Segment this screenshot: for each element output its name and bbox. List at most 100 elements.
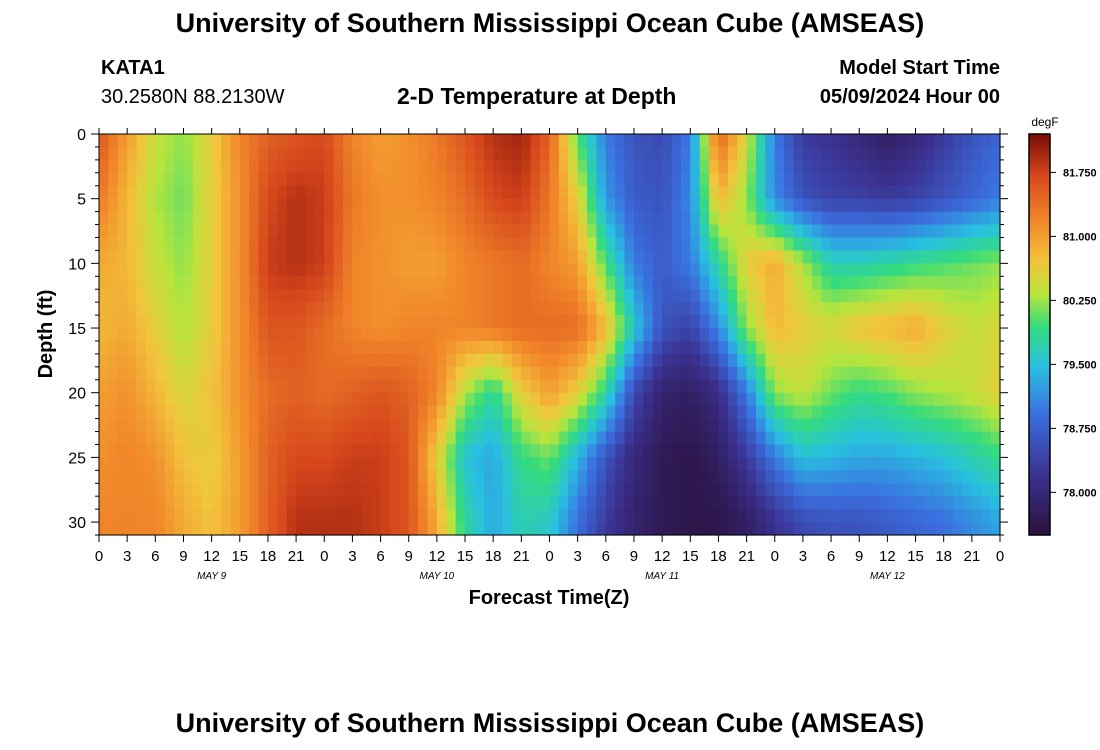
heatmap-cell: [174, 289, 185, 303]
heatmap-cell: [896, 211, 907, 226]
heatmap-cell: [962, 392, 973, 407]
heatmap-cell: [267, 172, 278, 187]
heatmap-cell: [296, 353, 307, 368]
heatmap-cell: [953, 418, 964, 433]
heatmap-cell: [887, 431, 898, 446]
heatmap-cell: [643, 379, 654, 394]
heatmap-cell: [699, 522, 710, 536]
heatmap-cell: [530, 237, 541, 252]
heatmap-cell: [511, 134, 522, 148]
heatmap-cell: [680, 418, 691, 433]
heatmap-cell: [296, 328, 307, 342]
heatmap-cell: [568, 159, 579, 174]
heatmap-cell: [455, 379, 466, 394]
heatmap-cell: [577, 379, 588, 394]
heatmap-cell: [183, 211, 194, 226]
heatmap-cell: [943, 392, 954, 407]
heatmap-cell: [258, 328, 269, 342]
heatmap-cell: [802, 392, 813, 407]
heatmap-cell: [990, 353, 1001, 368]
heatmap-cell: [981, 353, 992, 368]
heatmap-cell: [831, 340, 842, 355]
heatmap-cell: [164, 198, 175, 213]
heatmap-cell: [934, 250, 945, 264]
heatmap-cell: [483, 405, 494, 420]
heatmap-cell: [502, 470, 513, 484]
heatmap-cell: [802, 470, 813, 484]
heatmap-cell: [868, 392, 879, 407]
heatmap-cell: [953, 470, 964, 484]
heatmap-cell: [812, 302, 823, 316]
heatmap-cell: [249, 263, 260, 277]
heatmap-cell: [755, 366, 766, 381]
heatmap-cell: [183, 431, 194, 446]
heatmap-cell: [709, 198, 720, 213]
heatmap-cell: [230, 289, 241, 303]
heatmap-cell: [671, 340, 682, 355]
heatmap-cell: [314, 522, 325, 536]
heatmap-cell: [643, 250, 654, 264]
y-tick-label: 30: [68, 515, 86, 532]
heatmap-cell: [680, 328, 691, 342]
heatmap-cell: [718, 392, 729, 407]
heatmap-cell: [615, 159, 626, 174]
heatmap-cell: [117, 263, 128, 277]
heatmap-cell: [249, 146, 260, 161]
heatmap-cell: [981, 496, 992, 510]
heatmap-cell: [737, 172, 748, 187]
heatmap-cell: [389, 237, 400, 252]
heatmap-cell: [474, 276, 485, 290]
heatmap-cell: [314, 366, 325, 381]
heatmap-cell: [605, 483, 616, 497]
heatmap-cell: [718, 172, 729, 187]
heatmap-cell: [990, 263, 1001, 277]
heatmap-cell: [821, 159, 832, 174]
heatmap-cell: [577, 134, 588, 148]
heatmap-cell: [859, 315, 870, 329]
heatmap-cell: [596, 134, 607, 148]
heatmap-cell: [211, 483, 222, 497]
heatmap-cell: [624, 366, 635, 381]
heatmap-cell: [483, 379, 494, 394]
heatmap-cell: [615, 198, 626, 213]
heatmap-cell: [108, 431, 119, 446]
heatmap-cell: [530, 379, 541, 394]
heatmap-cell: [408, 444, 419, 458]
x-tick-label: 15: [682, 548, 699, 565]
heatmap-cell: [615, 250, 626, 264]
x-tick-label: 3: [573, 548, 581, 565]
heatmap-cell: [296, 289, 307, 303]
heatmap-cell: [192, 379, 203, 394]
heatmap-cell: [361, 431, 372, 446]
heatmap-cell: [136, 276, 147, 290]
heatmap-cell: [202, 315, 213, 329]
heatmap-cell: [286, 198, 297, 213]
heatmap-cell: [343, 276, 354, 290]
heatmap-cell: [352, 185, 363, 200]
heatmap-cell: [521, 457, 532, 471]
heatmap-cell: [737, 276, 748, 290]
heatmap-cell: [502, 146, 513, 161]
heatmap-cell: [418, 340, 429, 355]
heatmap-cell: [558, 418, 569, 433]
heatmap-cell: [99, 431, 109, 446]
heatmap-cell: [737, 431, 748, 446]
heatmap-cell: [511, 431, 522, 446]
heatmap-cell: [474, 302, 485, 316]
heatmap-cell: [436, 379, 447, 394]
heatmap-cell: [624, 276, 635, 290]
heatmap-cell: [286, 250, 297, 264]
heatmap-cell: [868, 470, 879, 484]
heatmap-cell: [399, 185, 410, 200]
heatmap-cell: [793, 405, 804, 420]
heatmap-cell: [389, 457, 400, 471]
heatmap-cell: [99, 134, 109, 148]
heatmap-cell: [727, 315, 738, 329]
heatmap-cell: [943, 159, 954, 174]
heatmap-cell: [924, 302, 935, 316]
heatmap-cell: [540, 470, 551, 484]
heatmap-cell: [540, 185, 551, 200]
heatmap-cell: [962, 444, 973, 458]
heatmap-cell: [493, 470, 504, 484]
heatmap-cell: [652, 250, 663, 264]
